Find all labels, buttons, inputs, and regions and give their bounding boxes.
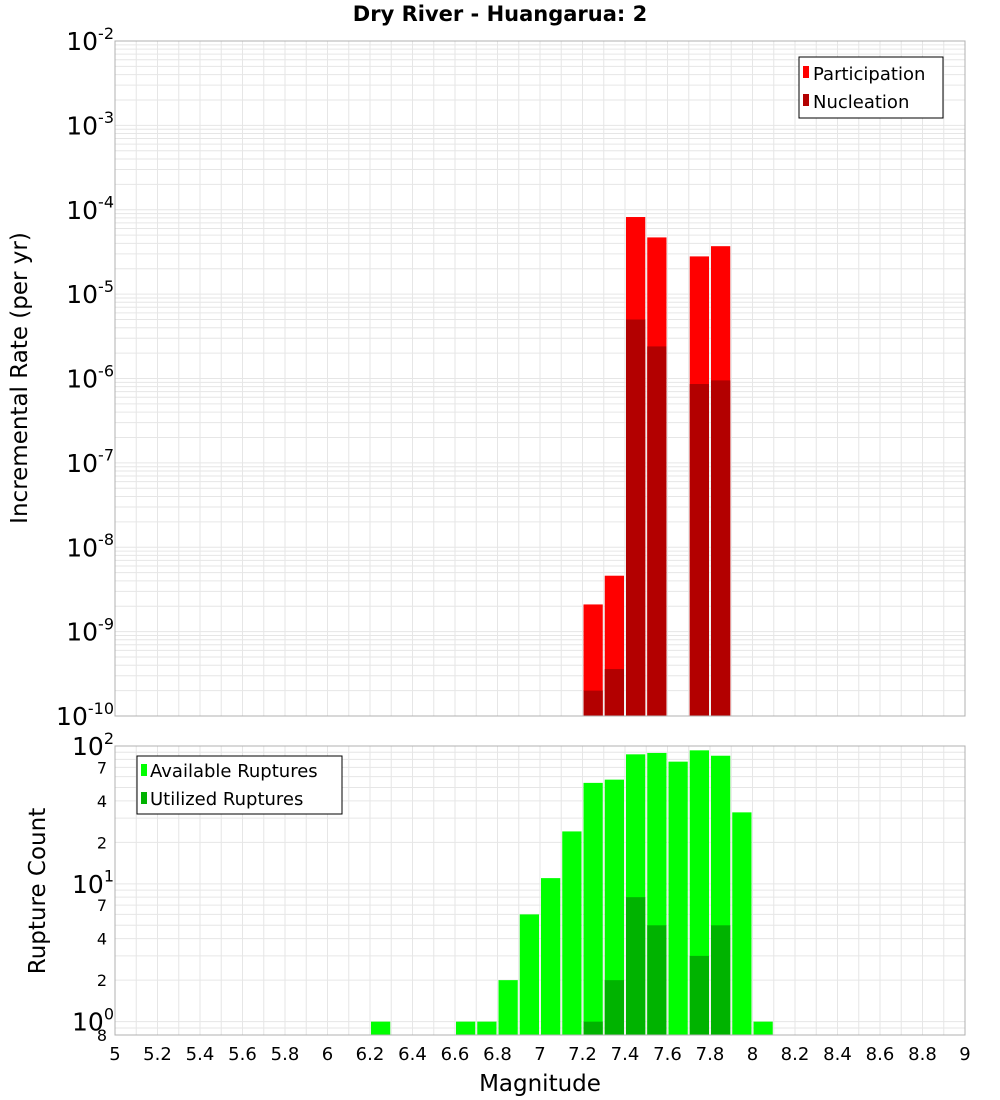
bottom-available-ruptures-bar	[562, 831, 582, 1035]
legend-swatch-nucleation	[803, 94, 809, 106]
bottom-available-ruptures-bar	[456, 1021, 476, 1035]
bottom-available-ruptures-bar	[371, 1021, 391, 1035]
top-plot-grid	[114, 41, 966, 717]
bottom-utilized-ruptures-bar	[583, 1021, 603, 1035]
bottom-y-minor-tick-label: 7	[97, 758, 107, 777]
top-y-tick-label: 10-4	[66, 193, 114, 225]
top-participation-bar	[583, 604, 603, 716]
top-y-tick-label: 10-9	[66, 614, 114, 646]
top-y-tick-label: 10-2	[66, 24, 114, 56]
bottom-y-major-tick-label: 102	[72, 729, 114, 761]
bottom-available-ruptures-bar	[668, 761, 688, 1035]
top-plot-frame	[114, 40, 966, 717]
top-legend: Participation Nucleation	[798, 56, 944, 119]
bottom-y-minor-tick-label: 4	[97, 792, 107, 811]
bottom-available-ruptures-bar	[541, 878, 561, 1035]
bottom-utilized-ruptures-bar	[626, 897, 646, 1035]
top-plot-bars	[583, 217, 731, 716]
x-tick-label: 5.6	[228, 1044, 257, 1065]
top-y-tick-label: 10-10	[56, 699, 114, 731]
top-y-tick-label: 10-3	[66, 108, 114, 140]
x-tick-label: 6.2	[356, 1044, 385, 1065]
bottom-legend: Available Ruptures Utilized Ruptures	[136, 755, 343, 815]
bottom-plot-bars	[371, 750, 773, 1035]
legend-label-utilized: Utilized Ruptures	[150, 789, 303, 810]
x-tick-label: 8.8	[908, 1044, 937, 1065]
x-axis-label: Magnitude	[479, 1071, 601, 1097]
x-tick-label: 7.2	[568, 1044, 597, 1065]
bottom-plot-frame	[114, 745, 966, 1036]
legend-swatch-participation	[803, 66, 809, 78]
top-y-tick-label: 10-5	[66, 277, 114, 309]
x-tick-label: 7	[534, 1044, 545, 1065]
x-tick-label: 5.8	[271, 1044, 300, 1065]
x-tick-label: 8.4	[823, 1044, 852, 1065]
legend-label-nucleation: Nucleation	[813, 92, 909, 113]
bottom-available-ruptures-bar	[519, 914, 539, 1035]
bottom-available-ruptures-bar	[753, 1021, 773, 1035]
x-tick-label: 7.4	[611, 1044, 640, 1065]
top-legend-box	[798, 56, 944, 119]
x-tick-label: 6.4	[398, 1044, 427, 1065]
x-tick-label: 7.6	[653, 1044, 682, 1065]
x-tick-label: 8.6	[866, 1044, 895, 1065]
top-y-axis-label: Incremental Rate (per yr)	[7, 232, 33, 524]
top-nucleation-bar	[626, 319, 646, 716]
x-tick-label: 5.4	[186, 1044, 215, 1065]
x-tick-label: 6.8	[483, 1044, 512, 1065]
x-tick-label: 8.2	[781, 1044, 810, 1065]
bottom-utilized-ruptures-bar	[689, 955, 709, 1035]
legend-label-available: Available Ruptures	[150, 761, 318, 782]
x-tick-labels: 5 5.2 5.4 5.6 5.8 6 6.2 6.4 6.6 6.8 7 7.2 7.4 7.6 7.8 8…	[109, 1044, 970, 1065]
bottom-available-ruptures-bar	[732, 812, 752, 1035]
chart-title: Dry River - Huangarua: 2	[352, 2, 648, 26]
bottom-y-minor-tick-label: 4	[97, 930, 107, 949]
top-y-tick-label: 10-6	[66, 361, 114, 393]
top-nucleation-bar	[689, 384, 709, 716]
bottom-available-ruptures-bar	[498, 980, 518, 1035]
top-nucleation-bar	[604, 669, 624, 716]
x-tick-label: 9	[959, 1044, 970, 1065]
x-tick-label: 5.2	[143, 1044, 172, 1065]
bottom-y-major-tick-label: 101	[72, 867, 114, 899]
bottom-utilized-ruptures-bar	[711, 925, 731, 1035]
top-nucleation-bar	[647, 346, 667, 716]
top-nucleation-bar	[583, 690, 603, 716]
x-tick-label: 7.8	[696, 1044, 725, 1065]
top-nucleation-bar	[711, 380, 731, 716]
x-tick-label: 6	[322, 1044, 333, 1065]
x-tick-label: 8	[747, 1044, 758, 1065]
legend-swatch-utilized	[141, 792, 147, 804]
top-y-tick-label: 10-8	[66, 530, 114, 562]
top-y-tick-labels: 10-10 10-9 10-8 10-7 10-6 10-5 10-4 10-3 10-2	[56, 24, 114, 731]
bottom-y-minor-tick-label: 2	[97, 971, 107, 990]
bottom-legend-box	[136, 755, 343, 815]
bottom-y-major-tick-label: 100	[72, 1004, 114, 1036]
bottom-utilized-ruptures-bar	[647, 925, 667, 1035]
x-tick-label: 5	[109, 1044, 120, 1065]
legend-label-participation: Participation	[813, 64, 925, 85]
legend-swatch-available	[141, 764, 147, 776]
top-y-tick-label: 10-7	[66, 446, 114, 478]
bottom-available-ruptures-bar	[477, 1021, 497, 1035]
bottom-available-ruptures-bar	[583, 782, 603, 1035]
bottom-available-ruptures-bar	[604, 779, 624, 1035]
bottom-y-minor-tick-label: 2	[97, 833, 107, 852]
bottom-y-tick-labels: 100 101 102 8 2 4 7 2 4 7	[72, 729, 114, 1045]
bottom-utilized-ruptures-bar	[604, 980, 624, 1035]
bottom-y-minor-tick-label: 7	[97, 896, 107, 915]
bottom-y-axis-label: Rupture Count	[25, 808, 51, 974]
x-tick-label: 6.6	[441, 1044, 470, 1065]
bottom-y-minor-tick-label: 8	[97, 1026, 107, 1045]
